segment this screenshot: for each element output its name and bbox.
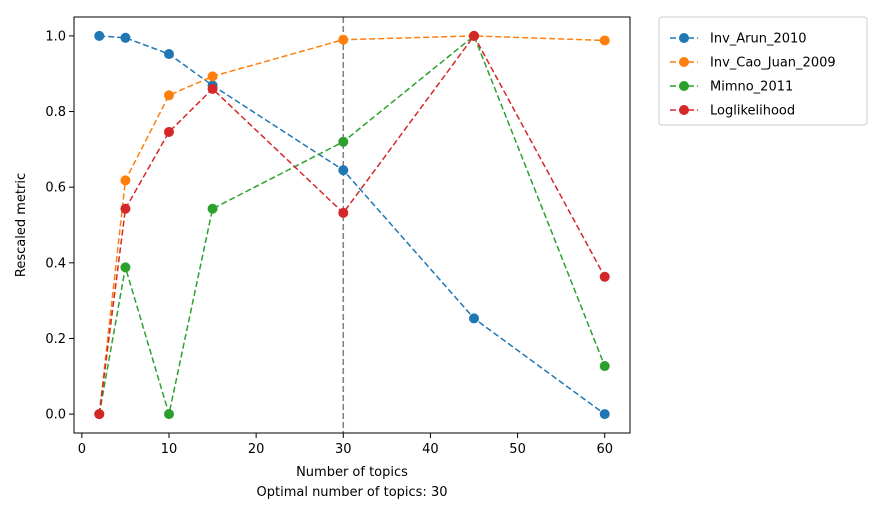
- x-tick-label: 50: [509, 442, 526, 457]
- x-tick-label: 60: [596, 442, 613, 457]
- legend-marker-2: [679, 81, 689, 91]
- legend-marker-1: [679, 57, 689, 67]
- series-2-point-6: [599, 361, 610, 372]
- series-0-point-5: [469, 313, 480, 324]
- legend-label-1: Inv_Cao_Juan_2009: [710, 56, 836, 71]
- series-1-point-3: [207, 71, 218, 82]
- series-2-point-4: [338, 136, 349, 147]
- legend-label-0: Inv_Arun_2010: [710, 32, 807, 47]
- x-tick-label: 40: [422, 442, 439, 457]
- x-tick-label: 30: [335, 442, 352, 457]
- y-tick-label: 0.0: [45, 408, 66, 423]
- legend-marker-3: [679, 105, 689, 115]
- legend: Inv_Arun_2010 Inv_Cao_Juan_2009 Mimno_2011…: [658, 16, 868, 126]
- x-tick-label: 0: [78, 442, 86, 457]
- x-tick-label: 20: [248, 442, 265, 457]
- series-line-1: [98, 35, 605, 415]
- series-0-point-4: [338, 165, 349, 176]
- series-1-point-4: [338, 34, 349, 45]
- y-tick-label: 0.6: [45, 181, 66, 196]
- series-0-point-6: [599, 409, 610, 420]
- series-0-point-0: [94, 30, 105, 41]
- ticks-layer: 0 10 20 30 40 50 60 0.0 0.2 0.4 0.6 0.8 1.0: [45, 29, 613, 457]
- series-1-point-1: [120, 175, 131, 186]
- plot-frame: [73, 16, 631, 434]
- series-0-point-1: [120, 32, 131, 43]
- series-2-point-2: [163, 409, 174, 420]
- y-axis-label: Rescaled metric: [14, 173, 29, 277]
- series-1-point-6: [599, 35, 610, 46]
- series-3-point-2: [163, 126, 174, 137]
- series-0-point-2: [163, 49, 174, 60]
- y-tick-label: 0.4: [45, 256, 66, 271]
- series-3-point-1: [120, 203, 131, 214]
- y-tick-label: 0.2: [45, 332, 66, 347]
- legend-label-2: Mimno_2011: [710, 80, 793, 95]
- series-3-point-6: [599, 271, 610, 282]
- x-axis-label: Number of topics: [296, 465, 408, 480]
- series-3-point-5: [469, 30, 480, 41]
- series-3-point-4: [338, 207, 349, 218]
- series-2-point-1: [120, 262, 131, 273]
- legend-label-3: Loglikelihood: [710, 104, 795, 119]
- series-3-point-0: [94, 409, 105, 420]
- series-2-point-3: [207, 203, 218, 214]
- series-1-point-2: [163, 90, 174, 101]
- y-tick-label: 1.0: [45, 29, 66, 44]
- plot-layer: [94, 17, 610, 433]
- x-tick-label: 10: [161, 442, 178, 457]
- chart-subtitle: Optimal number of topics: 30: [257, 485, 448, 500]
- y-tick-label: 0.8: [45, 105, 66, 120]
- legend-marker-0: [679, 33, 689, 43]
- legend-frame: [658, 16, 868, 126]
- series-3-point-3: [207, 83, 218, 94]
